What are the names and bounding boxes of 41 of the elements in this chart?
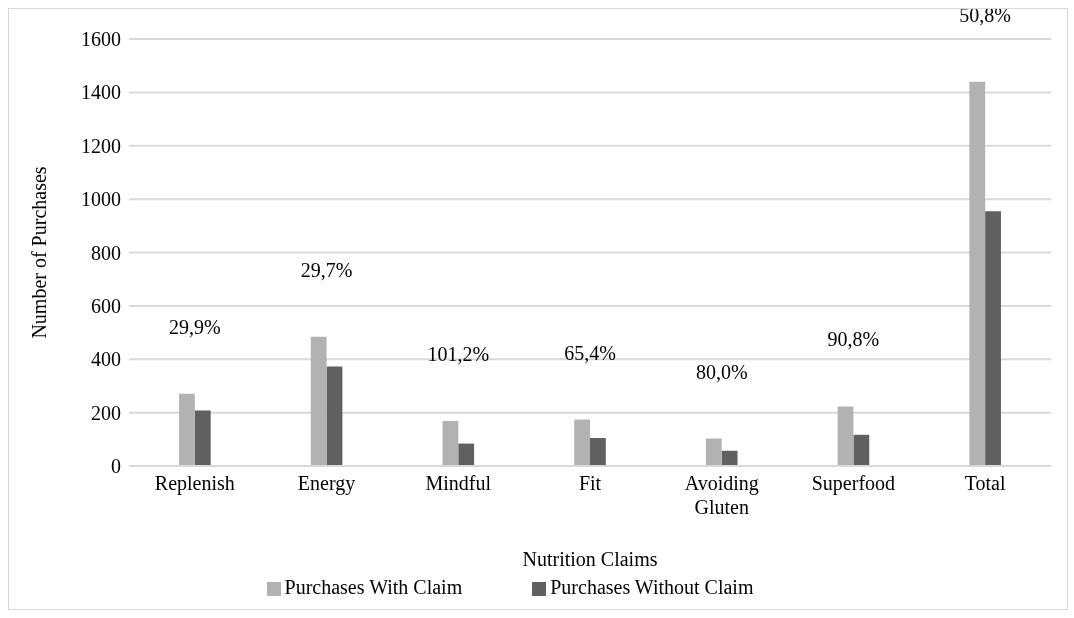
bar (985, 211, 1001, 466)
y-tick-label: 400 (91, 348, 121, 371)
bar (458, 443, 475, 466)
annotation: 65,4% (564, 341, 616, 364)
bar (574, 419, 590, 466)
annotation: 29,7% (300, 258, 353, 281)
bar (705, 438, 722, 466)
y-axis-title: Number of Purchases (28, 166, 51, 339)
legend-label: Purchases Without Claim (550, 576, 754, 598)
y-tick-label: 800 (91, 241, 121, 264)
bar (194, 410, 211, 466)
y-tick-label: 1200 (81, 134, 121, 157)
bar (326, 366, 343, 466)
y-tick-label: 1400 (81, 81, 121, 104)
x-tick-label: Replenish (154, 472, 235, 495)
annotation: 50,8% (959, 3, 1011, 26)
x-tick-label: Superfood (811, 472, 896, 495)
x-tick-label: Energy (297, 472, 356, 495)
legend-label: Purchases With Claim (284, 576, 463, 598)
bar (590, 437, 606, 466)
x-axis-title: Nutrition Claims (522, 548, 658, 570)
y-tick-label: 1000 (81, 188, 121, 211)
x-tick-label: Fit (578, 472, 602, 494)
y-tick-label: 200 (91, 401, 121, 424)
annotation: 90,8% (827, 328, 880, 351)
y-tick-label: 600 (91, 294, 121, 317)
bar (837, 406, 854, 466)
x-tick-label: Mindful (425, 472, 492, 494)
annotation: 80,0% (695, 360, 748, 383)
bar (179, 393, 195, 466)
bar (969, 81, 986, 466)
x-tick-label: Total (964, 472, 1006, 494)
bar (442, 420, 459, 466)
bar (853, 434, 870, 466)
y-tick-label: 0 (111, 455, 121, 478)
bar (310, 336, 327, 466)
x-tick-label: Avoiding Gluten (684, 472, 759, 518)
y-tick-label: 1600 (81, 28, 121, 51)
bar (721, 450, 738, 466)
annotation: 29,9% (169, 315, 221, 338)
annotation: 101,2% (427, 342, 490, 365)
